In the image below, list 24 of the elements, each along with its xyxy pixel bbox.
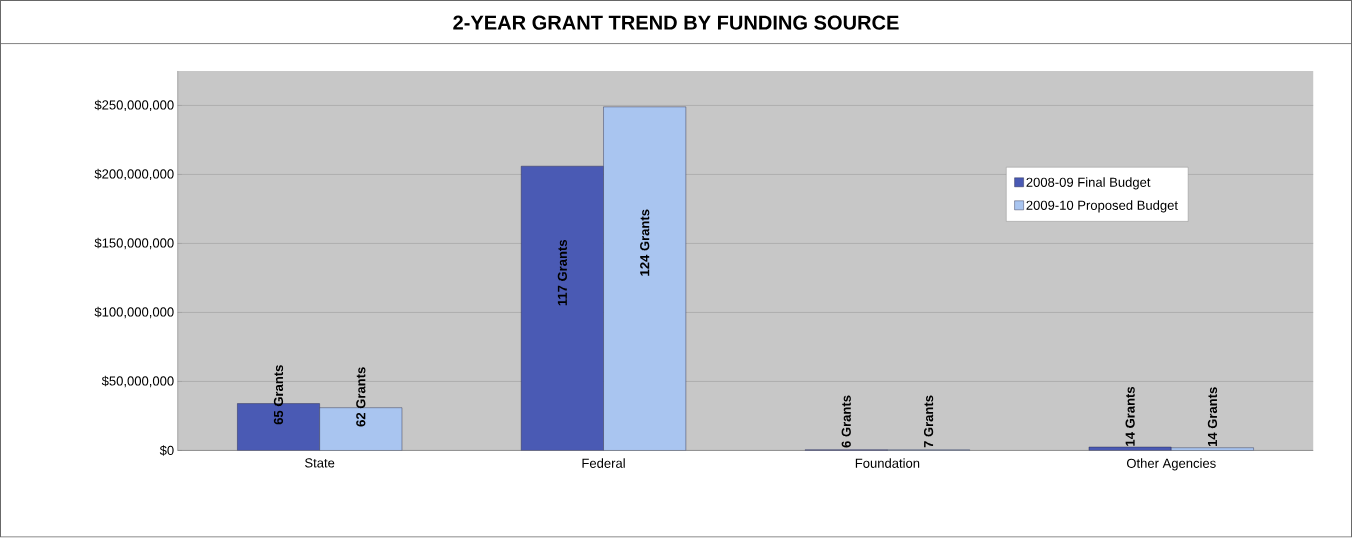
annotation: 7 Grants xyxy=(923,395,934,448)
bar xyxy=(603,106,687,451)
x-tick-label: State xyxy=(305,458,335,468)
bar xyxy=(319,407,403,451)
y-tick-label: $50,000,000 xyxy=(101,376,174,388)
chart-title: 2-YEAR GRANT TREND BY FUNDING SOURCE xyxy=(453,15,899,30)
annotation: 14 Grants xyxy=(1125,387,1135,446)
annotation: 124 Grants xyxy=(640,209,650,276)
bar xyxy=(521,166,604,451)
y-tick-label: $0 xyxy=(159,445,174,456)
x-tick-label: Federal xyxy=(582,458,625,469)
annotation: 65 Grants xyxy=(273,365,284,425)
y-tick-label: $250,000,000 xyxy=(94,100,174,112)
x-tick-label: Foundation xyxy=(855,458,920,469)
y-tick-label: $100,000,000 xyxy=(94,307,174,319)
annotation: 6 Grants xyxy=(841,395,851,448)
y-tick-label: $200,000,000 xyxy=(94,169,174,181)
annotation: 14 Grants xyxy=(1207,387,1218,447)
annotation: 117 Grants xyxy=(557,240,567,306)
legend-label: 2008-09 Final Budget xyxy=(1026,177,1151,190)
legend-label: 2009-10 Proposed Budget xyxy=(1026,200,1178,213)
x-tick-label: Other Agencies xyxy=(1126,458,1216,471)
y-tick-label: $150,000,000 xyxy=(94,238,174,250)
annotation: 62 Grants xyxy=(356,367,366,427)
